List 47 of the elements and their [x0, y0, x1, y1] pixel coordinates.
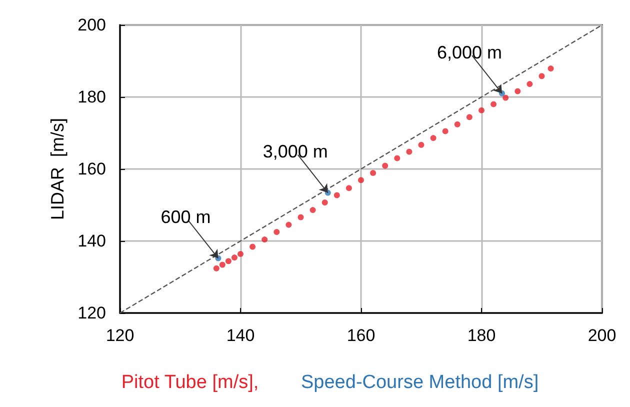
- point: [454, 121, 460, 128]
- text: Pitot Tube [m/s],: [121, 372, 259, 393]
- point: [406, 148, 412, 155]
- y-tick-label: 160: [78, 160, 106, 178]
- point: [274, 229, 280, 235]
- point: [286, 222, 292, 228]
- x-tick-label: 200: [588, 326, 616, 345]
- point: [358, 177, 364, 184]
- point: [548, 66, 554, 72]
- x-tick-label: 180: [467, 326, 496, 345]
- point: [346, 185, 352, 192]
- annotation: 600 m: [160, 207, 211, 228]
- point: [213, 265, 220, 272]
- point: [478, 107, 484, 114]
- x-tick-label: 140: [226, 326, 255, 345]
- annotation: 3,000 m: [262, 142, 328, 162]
- y-axis-title: LIDAR [m/s]: [48, 118, 68, 220]
- point: [514, 88, 521, 94]
- point: [418, 142, 424, 148]
- text: Speed-Course Method [m/s]: [301, 372, 539, 393]
- point: [430, 135, 436, 142]
- point: [526, 81, 533, 88]
- point: [310, 207, 316, 214]
- point: [370, 170, 376, 176]
- y-tick-label: 180: [78, 88, 106, 106]
- point: [538, 73, 545, 80]
- y-tick-label: 200: [78, 16, 106, 34]
- x-tick-label: 120: [106, 326, 134, 345]
- point: [262, 236, 268, 243]
- point: [322, 199, 328, 206]
- point: [225, 258, 232, 264]
- point: [442, 128, 448, 134]
- point: [466, 114, 472, 120]
- point: [334, 192, 340, 198]
- y-tick-label: 120: [78, 304, 106, 322]
- point: [382, 162, 388, 169]
- y-tick-label: 140: [78, 232, 106, 250]
- point: [490, 101, 497, 108]
- point: [502, 94, 509, 101]
- point: [231, 254, 238, 261]
- point: [298, 214, 304, 220]
- annotation: 6,000 m: [436, 42, 502, 62]
- point: [250, 244, 256, 250]
- point: [394, 155, 400, 162]
- x-tick-label: 160: [346, 326, 376, 345]
- point: [219, 262, 226, 268]
- point: [238, 250, 244, 257]
